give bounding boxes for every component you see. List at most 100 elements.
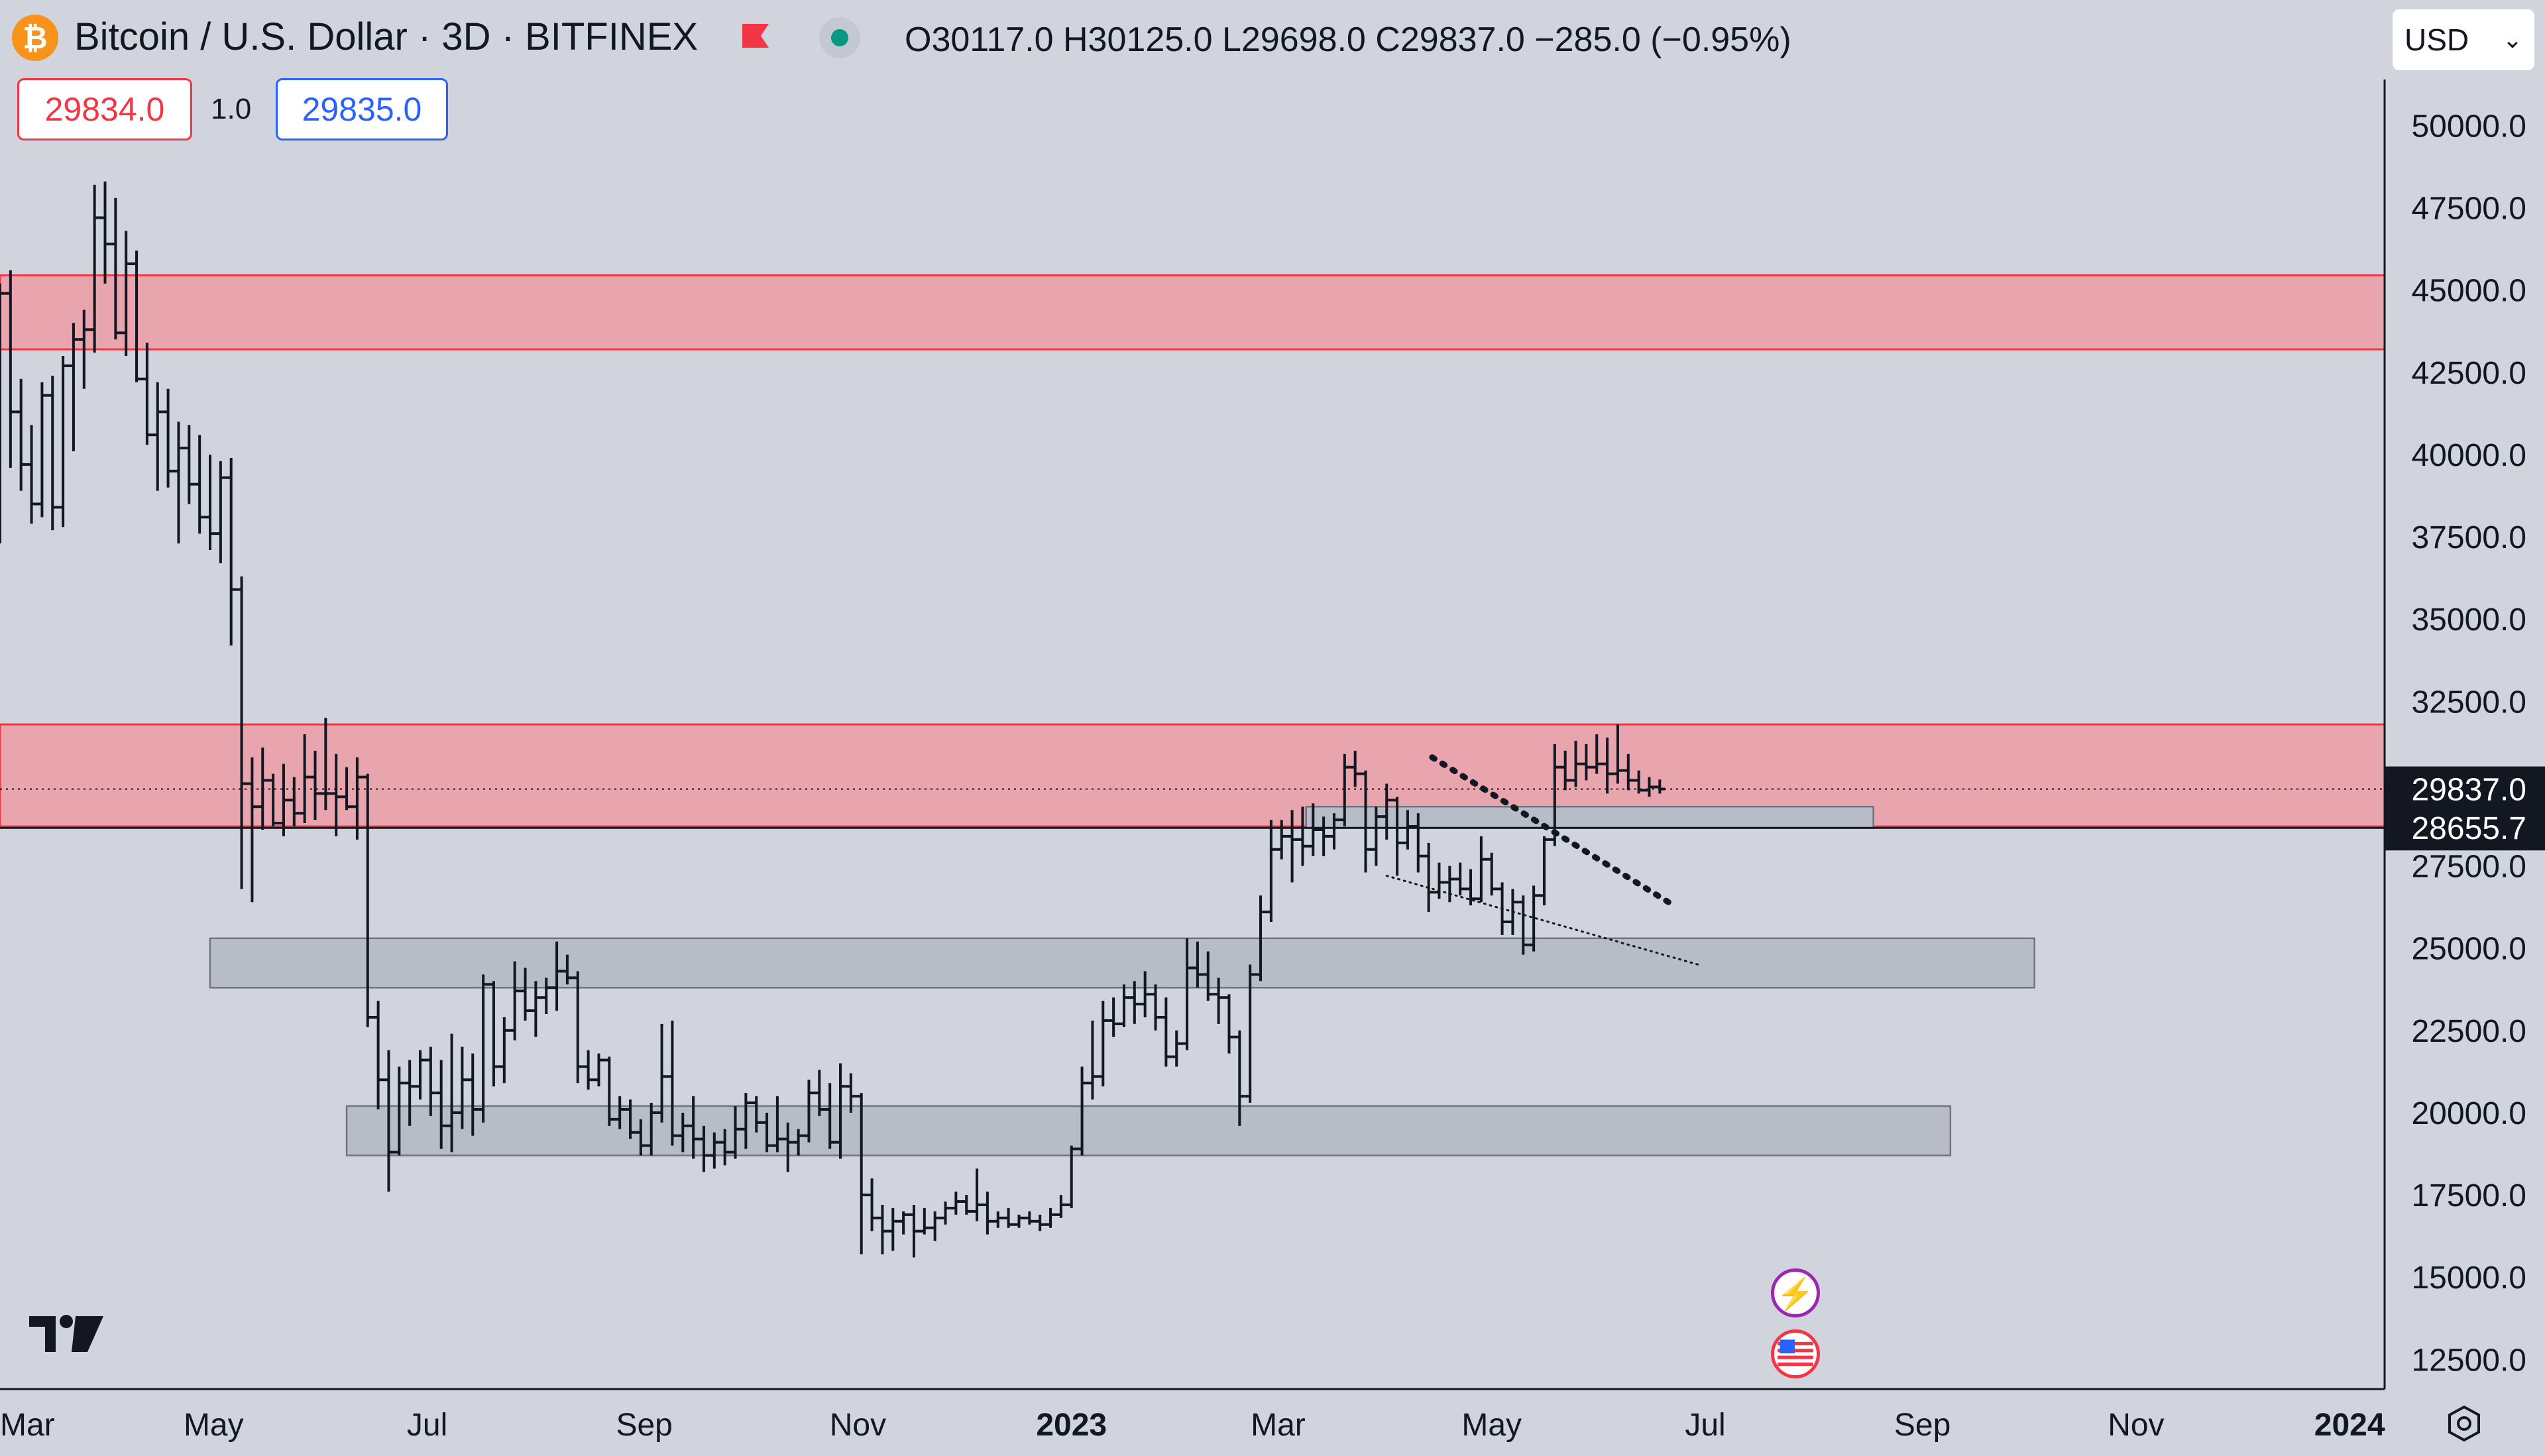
ohlc-bar	[1098, 1001, 1109, 1087]
ohlc-bar	[688, 1096, 699, 1159]
time-tick-label: Mar	[0, 1408, 55, 1443]
ohlc-bar	[58, 356, 69, 528]
ohlc-bar	[1003, 1207, 1014, 1228]
ohlc-bar	[1559, 750, 1571, 791]
ohlc-bar	[99, 181, 111, 284]
price-tick-label: 15000.0	[2411, 1260, 2526, 1296]
ohlc-bar	[972, 1168, 983, 1221]
ohlc-bar	[78, 309, 89, 389]
ohlc-bar	[803, 1080, 815, 1143]
ohlc-bar	[394, 1066, 405, 1156]
ohlc-bar	[908, 1204, 919, 1258]
ohlc-bar	[604, 1056, 615, 1126]
ohlc-bar	[1276, 820, 1287, 860]
ohlc-bar	[1622, 754, 1634, 791]
price-tick-label: 40000.0	[2411, 438, 2526, 473]
order-quantity[interactable]: 1.0	[211, 93, 252, 125]
ohlc-bar	[929, 1211, 940, 1241]
ohlc-bar	[173, 421, 184, 544]
time-tick-label: Sep	[1894, 1408, 1951, 1443]
ohlc-bar	[950, 1192, 962, 1215]
ohlc-bar	[561, 954, 573, 985]
ohlc-bar	[1013, 1214, 1025, 1228]
buy-price-button[interactable]: 29835.0	[276, 78, 448, 140]
ohlc-bar	[1213, 978, 1224, 1024]
ohlc-bar	[110, 197, 121, 340]
ohlc-bar	[1182, 938, 1193, 1050]
ohlc-bar	[961, 1195, 972, 1215]
ohlc-bar	[121, 231, 132, 357]
ohlc-bar	[47, 375, 58, 531]
current-price-label: 29837.0	[2411, 773, 2526, 808]
bitcoin-icon: ₿	[12, 15, 58, 61]
ohlc-bar	[1223, 994, 1235, 1054]
ohlc-bar	[1371, 807, 1382, 866]
ohlc-bar	[719, 1129, 730, 1166]
ohlc-bar	[15, 378, 27, 491]
ohlc-bar	[1528, 885, 1540, 952]
ohlc-bar	[1118, 984, 1129, 1027]
time-tick-label: May	[1461, 1408, 1522, 1443]
trendline-0	[1429, 754, 1677, 909]
ohlc-bar	[1308, 803, 1319, 856]
ohlc-bar	[1465, 869, 1477, 906]
us-flag-icon[interactable]	[1771, 1329, 1820, 1378]
ohlc-bar	[635, 1119, 646, 1156]
ohlc-bar	[1486, 852, 1497, 896]
ohlc-bar	[320, 718, 331, 811]
ohlc-bar	[131, 251, 142, 382]
ohlc-bar	[5, 270, 16, 468]
ohlc-bar	[1518, 895, 1529, 955]
price-tick-label: 42500.0	[2411, 356, 2526, 391]
ohlc-bar	[656, 1023, 667, 1123]
support-zone-2	[1305, 805, 1874, 829]
sell-price-button[interactable]: 29834.0	[17, 78, 192, 140]
ohlc-bar	[1602, 737, 1613, 794]
ohlc-bar	[762, 1112, 773, 1152]
lightning-icon[interactable]: ⚡	[1771, 1268, 1820, 1317]
price-tick-label: 45000.0	[2411, 274, 2526, 309]
time-tick-label: 2024	[2314, 1408, 2385, 1443]
price-tick-label: 20000.0	[2411, 1096, 2526, 1131]
ohlc-bar	[1328, 813, 1339, 850]
time-tick-label: Sep	[616, 1408, 672, 1443]
ohlc-bar	[1192, 941, 1203, 988]
ohlc-bar	[835, 1063, 846, 1159]
ohlc-bar	[1045, 1207, 1056, 1228]
ohlc-bar	[1339, 754, 1350, 827]
ohlc-bar	[1202, 951, 1214, 1001]
ohlc-bar	[1286, 810, 1298, 883]
ohlc-bar	[1360, 770, 1371, 873]
ohlc-readout: O30117.0 H30125.0 L29698.0 C29837.0 −285…	[905, 21, 1791, 59]
ohlc-bar	[887, 1207, 899, 1251]
ohlc-bar	[1570, 740, 1581, 787]
market-open-icon[interactable]	[819, 17, 860, 58]
flag-icon[interactable]	[741, 23, 770, 49]
currency-select[interactable]: USD ⌄	[2393, 9, 2534, 70]
ohlc-bar	[184, 425, 195, 504]
gear-icon[interactable]	[2446, 1405, 2483, 1442]
price-axis-bg	[2385, 0, 2545, 1456]
ohlc-bar	[677, 1112, 689, 1152]
price-tick-label: 32500.0	[2411, 685, 2526, 720]
ohlc-bars-layer	[0, 181, 1666, 1258]
ohlc-bar	[845, 1073, 856, 1113]
price-tick-label: 17500.0	[2411, 1178, 2526, 1213]
ohlc-bar	[1444, 866, 1455, 903]
ohlc-bar	[919, 1207, 930, 1235]
symbol-title[interactable]: Bitcoin / U.S. Dollar · 3D · BITFINEX	[74, 15, 699, 58]
tradingview-logo[interactable]	[27, 1311, 106, 1357]
ohlc-bar	[1066, 1145, 1077, 1208]
ohlc-bar	[541, 978, 552, 1015]
ohlc-bar	[824, 1083, 836, 1149]
ohlc-bar	[1024, 1211, 1035, 1225]
ohlc-bar	[331, 754, 342, 836]
ohlc-bar	[1392, 797, 1403, 876]
ohlc-bar	[141, 343, 152, 445]
ohlc-bar	[782, 1122, 793, 1172]
price-tick-label: 22500.0	[2411, 1014, 2526, 1049]
ohlc-bar	[646, 1103, 657, 1156]
ohlc-bar	[310, 750, 321, 820]
